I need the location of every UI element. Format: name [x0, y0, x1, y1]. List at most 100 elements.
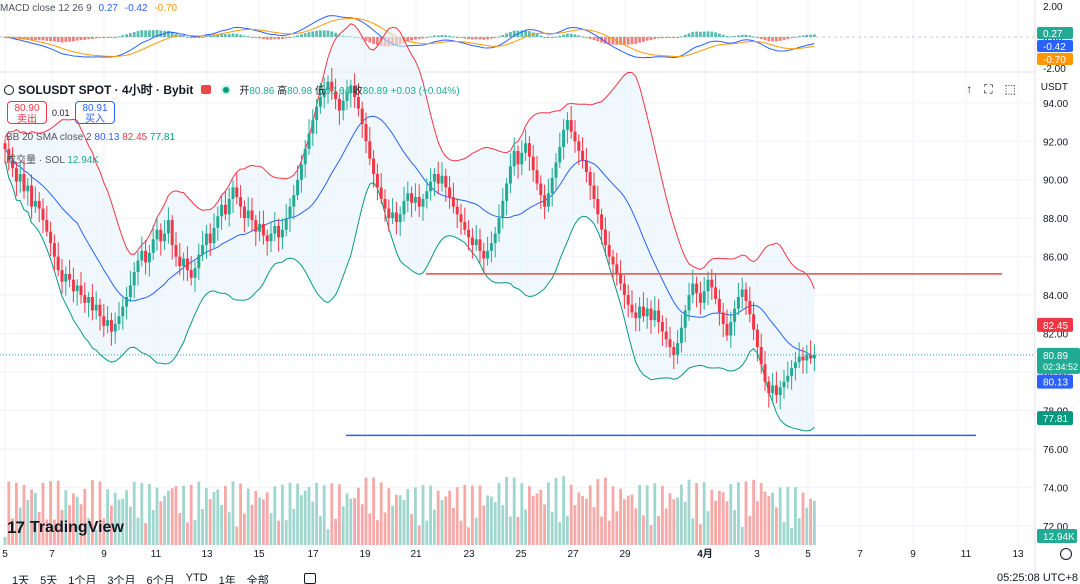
range-all[interactable]: 全部: [246, 575, 269, 584]
range-1m[interactable]: 1个月: [68, 575, 97, 584]
volume-bar: [398, 495, 402, 545]
candle: [805, 345, 809, 374]
macd-hist-bar: [763, 37, 767, 41]
price-tick-label: 82.00: [1043, 330, 1068, 341]
candle-body: [56, 256, 60, 271]
volume-bar: [463, 484, 467, 545]
symbol-header[interactable]: SOLUSDT SPOT · 4小时 · Bybit 开80.86 高80.98…: [4, 81, 460, 98]
candle-body: [774, 385, 778, 396]
volume-bar: [661, 485, 664, 545]
macd-hist-bar: [197, 37, 201, 38]
volume-bar: [395, 494, 398, 545]
candle-body: [75, 285, 79, 292]
volume-bar: [45, 519, 49, 545]
volume-bar: [763, 491, 767, 545]
macd-hist-bar: [75, 37, 79, 41]
candle: [615, 252, 619, 286]
volume-bar: [467, 527, 470, 545]
bb-label: BB 20 SMA close 2: [6, 132, 92, 143]
volume-bar: [801, 492, 805, 545]
candle-body: [273, 225, 277, 234]
candle: [375, 163, 379, 201]
volume-bar: [265, 492, 269, 545]
buy-button[interactable]: 80.91 买入: [75, 101, 115, 125]
volume-bar: [7, 481, 11, 545]
bb-legend[interactable]: BB 20 SMA close 2 80.13 82.45 77.81: [6, 132, 175, 143]
candle: [337, 93, 341, 125]
volume-bar: [794, 487, 797, 545]
volume-bar: [604, 477, 607, 545]
bb-upper-line: [4, 23, 815, 289]
calendar-icon[interactable]: [303, 573, 316, 584]
screenshot-icon[interactable]: ⬚: [1004, 82, 1016, 96]
candle: [197, 243, 201, 281]
macd-hist-bar: [425, 37, 429, 38]
candle: [721, 302, 725, 338]
candle-body: [695, 283, 699, 294]
volume-bar: [592, 507, 596, 545]
range-ytd[interactable]: YTD: [185, 572, 208, 584]
macd-hist-bar: [277, 37, 280, 40]
volume-bar: [334, 518, 337, 545]
volume-bar: [524, 509, 527, 545]
macd-hist-bar: [585, 37, 588, 38]
candle: [679, 314, 683, 353]
macd-hist-bar: [53, 37, 56, 42]
macd-hist-bar: [501, 34, 505, 37]
volume-bar: [216, 489, 220, 545]
fullscreen-icon[interactable]: ⛶: [984, 82, 993, 96]
candle-body: [239, 197, 243, 207]
macd-hist-value: 0.27: [98, 3, 118, 14]
volume-bar: [725, 501, 729, 545]
volume-bar: [683, 501, 687, 545]
range-6m[interactable]: 6个月: [146, 575, 175, 584]
macd-hist-bar: [687, 33, 691, 37]
volume-bar: [744, 481, 748, 545]
arrow-up-icon[interactable]: ↑: [966, 82, 973, 96]
candle: [683, 304, 687, 343]
high-label: 高: [277, 86, 288, 97]
candle-body: [18, 173, 22, 182]
volume-bar: [550, 511, 554, 545]
macd-hist-bar: [596, 37, 600, 42]
candle-body: [193, 268, 197, 278]
candle: [676, 329, 680, 365]
currency-select[interactable]: USDT: [1041, 82, 1068, 93]
volume-bars: [3, 476, 816, 545]
macd-hist-bar: [486, 37, 489, 40]
volume-bar: [474, 517, 478, 545]
candle-body: [771, 385, 775, 394]
range-1y[interactable]: 1年: [218, 575, 236, 584]
candle-body: [128, 285, 132, 298]
candle-body: [588, 172, 592, 186]
candle-body: [87, 297, 91, 303]
macd-hist-bar: [239, 34, 242, 37]
candle: [748, 287, 752, 323]
candle-body: [364, 123, 368, 142]
symbol-title[interactable]: SOLUSDT SPOT · 4小时 · Bybit: [18, 83, 194, 97]
macd-hist-bar: [26, 37, 30, 40]
flag-icon[interactable]: [201, 85, 212, 94]
time-tick-label: 5: [805, 549, 811, 560]
macd-hist-bar: [490, 37, 493, 39]
candle-body: [603, 229, 607, 246]
candle-body: [417, 197, 421, 207]
last-price-tag: 80.89: [1043, 351, 1068, 362]
macd-hist-bar: [87, 37, 90, 40]
range-5d[interactable]: 5天: [40, 575, 58, 584]
candle-body: [166, 220, 170, 234]
volume-legend[interactable]: 成交量 · SOL 12.94K: [6, 151, 99, 166]
candle: [288, 198, 292, 232]
candle: [493, 226, 497, 258]
sell-button[interactable]: 80.90 卖出: [7, 101, 47, 125]
candle: [75, 279, 79, 306]
settings-icon[interactable]: [1060, 548, 1072, 560]
volume-bar: [782, 521, 786, 545]
range-1d[interactable]: 1天: [12, 575, 30, 584]
tradingview-logo[interactable]: 17 TradingView: [7, 518, 124, 538]
range-3m[interactable]: 3个月: [107, 575, 136, 584]
candle-body: [759, 346, 763, 365]
volume-bar: [64, 490, 68, 545]
clock-display[interactable]: 05:25:08 UTC+8: [996, 572, 1078, 584]
